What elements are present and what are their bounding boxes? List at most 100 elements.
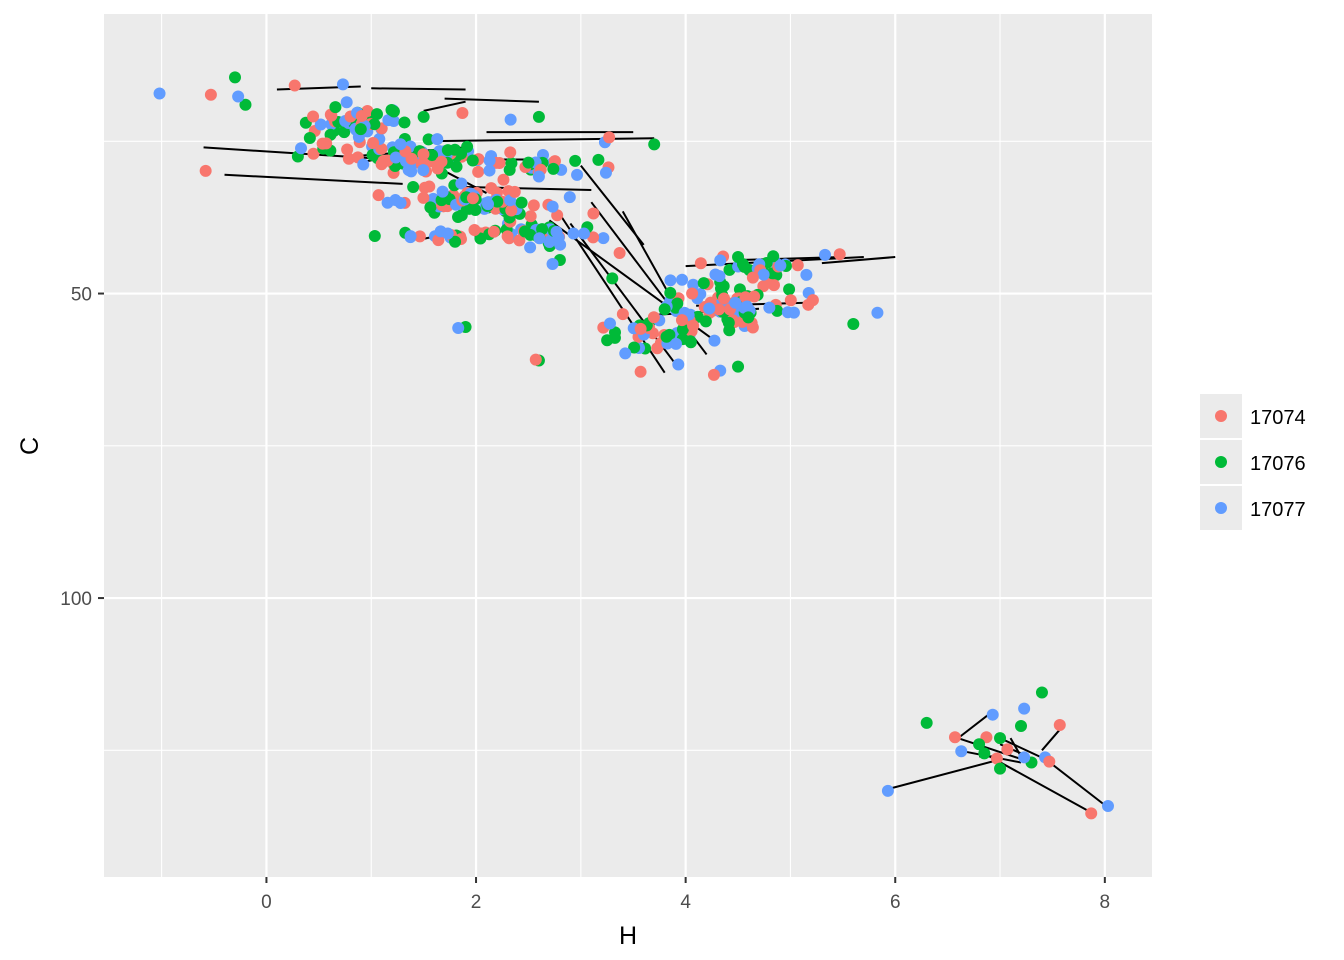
point-17074 <box>1085 807 1098 820</box>
point-17076 <box>669 301 682 314</box>
point-17074 <box>524 210 537 223</box>
point-17074 <box>748 290 761 303</box>
y-tick-label: 100 <box>60 589 92 610</box>
point-17076 <box>524 228 537 241</box>
point-17074 <box>485 182 498 195</box>
point-17077 <box>232 90 245 103</box>
point-17077 <box>708 334 721 347</box>
point-17074 <box>739 291 752 304</box>
point-17076 <box>847 317 860 330</box>
point-17076 <box>606 272 619 285</box>
point-17074 <box>307 147 320 160</box>
point-17077 <box>404 230 417 243</box>
point-17074 <box>686 287 699 300</box>
point-17074 <box>355 109 368 122</box>
point-17076 <box>732 360 745 373</box>
point-17077 <box>452 321 465 334</box>
point-17076 <box>601 334 614 347</box>
point-17074 <box>513 234 526 247</box>
point-17077 <box>394 138 407 151</box>
point-17076 <box>385 103 398 116</box>
point-17077 <box>619 347 632 360</box>
point-17076 <box>354 123 367 136</box>
point-17074 <box>802 298 815 311</box>
point-17077 <box>757 268 770 281</box>
point-17077 <box>532 170 545 183</box>
point-17076 <box>978 747 991 760</box>
point-17077 <box>431 133 444 146</box>
path-segment <box>444 97 539 103</box>
point-17074 <box>307 110 320 123</box>
point-17076 <box>722 316 735 329</box>
point-17074 <box>587 231 600 244</box>
point-17077 <box>533 232 546 245</box>
point-17076 <box>491 195 504 208</box>
point-17074 <box>767 279 780 292</box>
point-17074 <box>784 294 797 307</box>
point-17074 <box>1043 755 1056 768</box>
point-17076 <box>329 101 342 114</box>
point-17076 <box>515 196 528 209</box>
legend-label-17077: 17077 <box>1250 499 1306 521</box>
point-17077 <box>1018 751 1031 764</box>
point-17077 <box>504 113 517 126</box>
point-17074 <box>466 192 479 205</box>
axes: 8 6 4 2 0 50 100 <box>60 285 1110 913</box>
point-17074 <box>341 143 354 156</box>
point-17077 <box>524 241 537 254</box>
point-17074 <box>418 181 431 194</box>
point-17074 <box>712 303 725 316</box>
point-17076 <box>398 116 411 129</box>
point-17077 <box>314 118 327 131</box>
data-points <box>153 71 1114 820</box>
point-17076 <box>417 110 430 123</box>
legend-key-17074 <box>1215 410 1227 422</box>
point-17074 <box>417 148 430 161</box>
point-17074 <box>613 247 626 260</box>
point-17076 <box>684 336 697 349</box>
point-17077 <box>577 227 590 240</box>
point-17077 <box>417 164 430 177</box>
point-17077 <box>340 96 353 109</box>
legend-label-17076: 17076 <box>1250 453 1306 475</box>
point-17074 <box>320 137 333 150</box>
x-tick-label: 2 <box>471 892 482 913</box>
point-17077 <box>567 227 580 240</box>
point-17076 <box>239 98 252 111</box>
point-17076 <box>658 303 671 316</box>
point-17074 <box>527 199 540 212</box>
point-17074 <box>833 248 846 261</box>
point-17074 <box>342 152 355 165</box>
path-segment <box>989 755 1095 816</box>
point-17076 <box>368 229 381 242</box>
point-17077 <box>295 142 308 155</box>
legend: 17074 17076 17077 <box>1200 394 1306 530</box>
legend-key-17076 <box>1215 456 1227 468</box>
point-17077 <box>455 177 468 190</box>
point-17076 <box>1035 686 1048 699</box>
path-segment <box>821 256 896 265</box>
path-segment <box>884 758 1001 791</box>
point-17074 <box>204 88 217 101</box>
point-17076 <box>569 154 582 167</box>
point-17077 <box>881 784 894 797</box>
point-17074 <box>472 165 485 178</box>
point-17074 <box>616 308 629 321</box>
point-17074 <box>746 271 759 284</box>
point-17074 <box>504 146 517 159</box>
point-17077 <box>597 232 610 245</box>
point-17077 <box>482 198 495 211</box>
point-17074 <box>501 230 514 243</box>
point-17077 <box>676 273 689 286</box>
point-17077 <box>955 745 968 758</box>
point-17076 <box>1015 719 1027 732</box>
point-17077 <box>571 168 584 181</box>
path-segment <box>224 173 403 185</box>
y-axis-title: C <box>16 437 44 455</box>
point-17076 <box>503 163 516 176</box>
point-17077 <box>436 185 449 198</box>
point-17074 <box>372 189 385 202</box>
point-17077 <box>546 258 559 271</box>
point-17076 <box>449 235 462 248</box>
